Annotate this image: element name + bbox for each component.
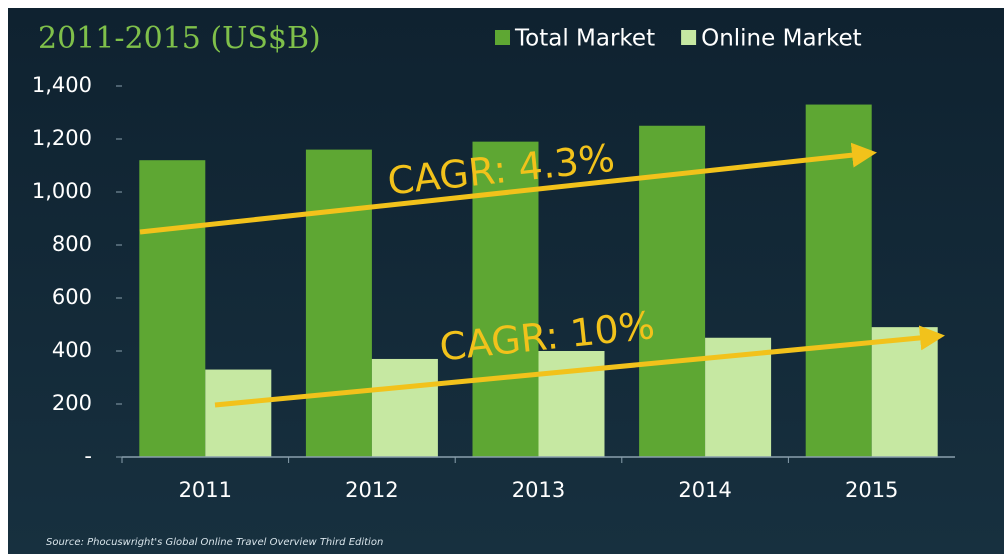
source: Source: Phocuswright's Global Online Tra… bbox=[46, 537, 383, 548]
y-tick-label: 800 bbox=[52, 232, 92, 256]
y-tick-label: 400 bbox=[52, 338, 92, 362]
bar bbox=[639, 125, 706, 457]
y-tick-label: 1,400 bbox=[32, 73, 92, 97]
bar bbox=[305, 149, 372, 457]
arrow bbox=[214, 325, 945, 408]
bar bbox=[205, 369, 272, 457]
x-tick-label: 2011 bbox=[179, 478, 232, 502]
legend-label: Online Market bbox=[701, 26, 862, 52]
y-tick-label: 200 bbox=[52, 391, 92, 415]
x-tick-label: 2013 bbox=[512, 478, 565, 502]
bar bbox=[371, 358, 438, 457]
chart-title: 2011-2015 (US$B) bbox=[38, 21, 321, 56]
arrow bbox=[139, 142, 877, 235]
y-tick-label: 1,200 bbox=[32, 126, 92, 150]
legend-swatch bbox=[681, 30, 697, 45]
y-tick-label: 1,000 bbox=[32, 179, 92, 203]
x-tick-label: 2012 bbox=[345, 478, 398, 502]
legend-swatch bbox=[495, 30, 510, 45]
x-tick-label: 2014 bbox=[678, 478, 731, 502]
y-tick-label: - bbox=[84, 444, 92, 468]
y-tick-label: 600 bbox=[52, 285, 92, 309]
bar bbox=[139, 160, 206, 457]
x-tick-label: 2015 bbox=[845, 478, 898, 502]
bar bbox=[871, 327, 938, 457]
legend-label: Total Market bbox=[514, 26, 655, 52]
